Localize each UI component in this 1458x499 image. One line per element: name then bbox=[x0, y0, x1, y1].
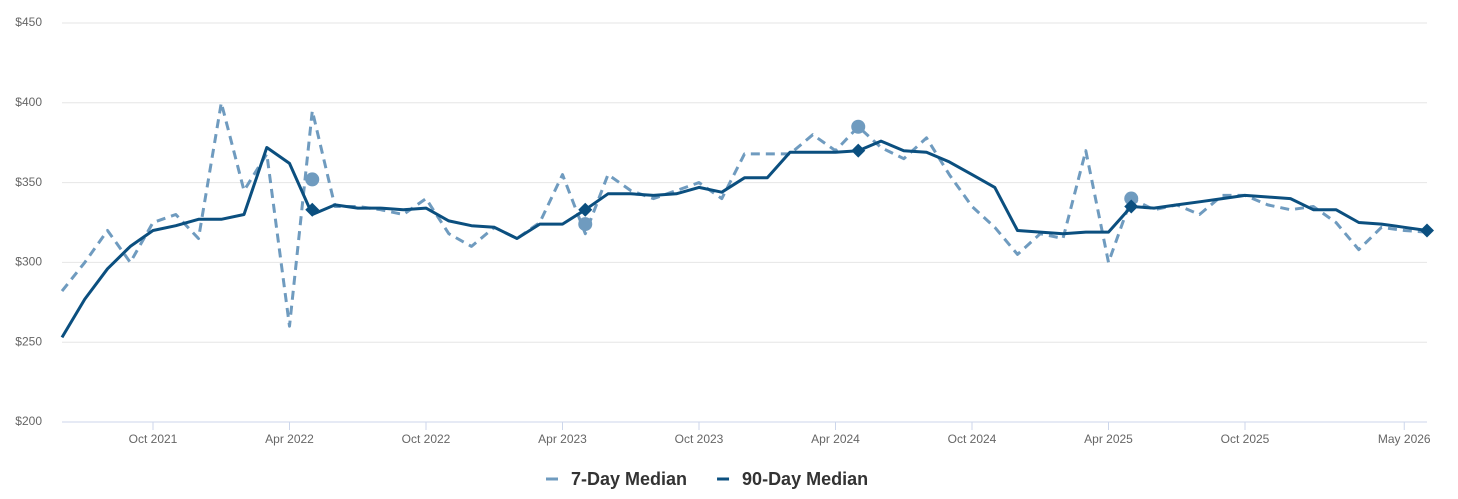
series-line bbox=[60, 101, 1428, 328]
x-tick-label: Apr 2024 bbox=[811, 432, 860, 446]
x-tick-label: Oct 2025 bbox=[1221, 432, 1270, 446]
x-tick-label: Oct 2022 bbox=[402, 432, 451, 446]
y-tick-label: $300 bbox=[15, 255, 42, 269]
y-tick-label: $350 bbox=[15, 175, 42, 189]
x-tick-label: Apr 2022 bbox=[265, 432, 314, 446]
marker bbox=[578, 202, 593, 217]
x-tick-label: Oct 2024 bbox=[948, 432, 997, 446]
y-tick-label: $200 bbox=[15, 414, 42, 428]
y-tick-label: $250 bbox=[15, 334, 42, 348]
legend-label: 7-Day Median bbox=[571, 469, 687, 489]
series-line bbox=[60, 139, 1428, 339]
y-tick-label: $450 bbox=[15, 15, 42, 29]
x-tick-label: Oct 2023 bbox=[675, 432, 724, 446]
marker bbox=[1124, 199, 1139, 214]
y-tick-label: $400 bbox=[15, 95, 42, 109]
marker bbox=[578, 217, 593, 232]
marker bbox=[1420, 223, 1434, 238]
x-tick-label: Oct 2021 bbox=[129, 432, 178, 446]
x-tick-label: Apr 2023 bbox=[538, 432, 587, 446]
x-tick-label: May 2026 bbox=[1378, 432, 1431, 446]
marker bbox=[305, 202, 320, 217]
marker bbox=[305, 172, 320, 187]
legend-label: 90-Day Median bbox=[742, 469, 868, 489]
marker bbox=[851, 119, 866, 134]
x-tick-label: Apr 2025 bbox=[1084, 432, 1133, 446]
marker bbox=[1124, 191, 1139, 206]
marker bbox=[851, 143, 866, 158]
